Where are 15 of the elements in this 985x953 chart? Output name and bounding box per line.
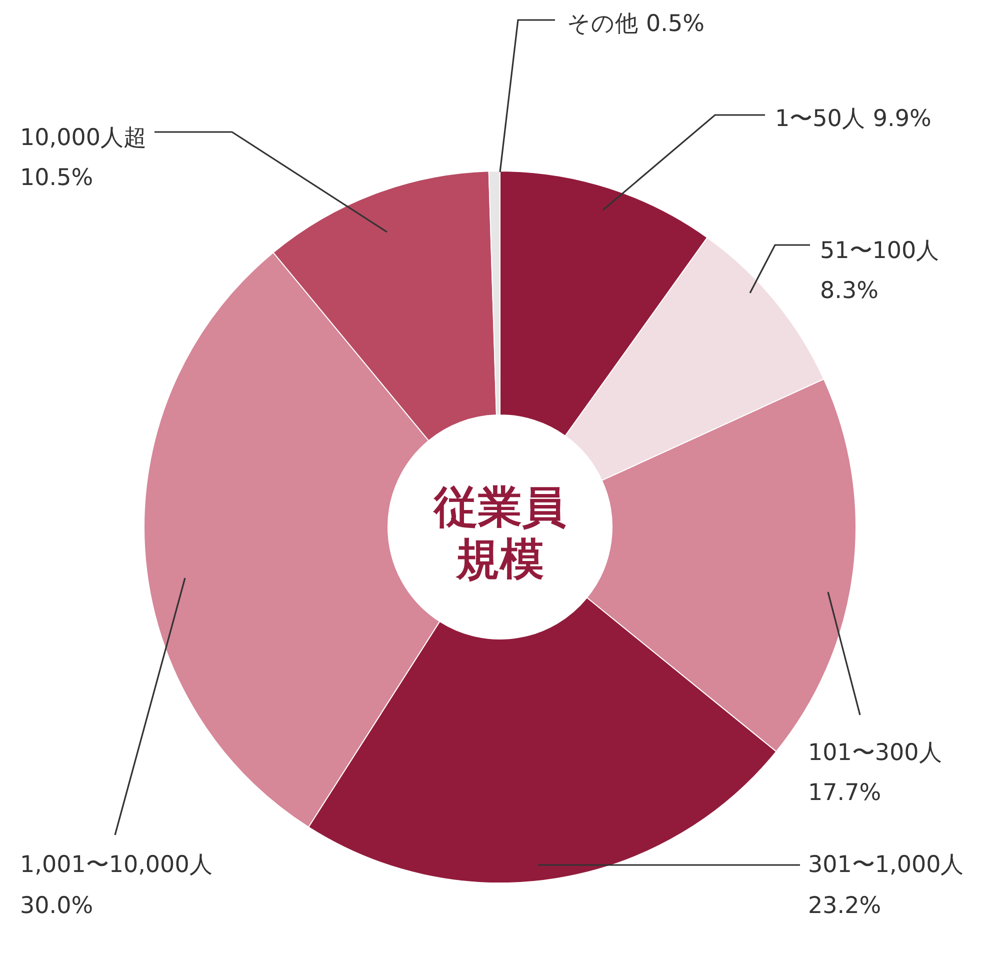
slice-label: その他	[567, 11, 638, 37]
data-label: 23.2%	[808, 893, 882, 919]
data-label: 10.5%	[20, 165, 94, 191]
data-label: 8.3%	[820, 278, 878, 304]
slice-label: 301〜1,000人	[808, 852, 964, 878]
data-label: 30.0%	[20, 893, 94, 919]
data-label: 9.9%	[872, 106, 932, 132]
slice-label: 1,001〜10,000人	[20, 852, 212, 878]
slice-label: 1〜50人	[775, 106, 865, 132]
data-label: 0.5%	[646, 11, 704, 37]
text: 従業員規模	[432, 482, 566, 585]
slice-label: 10,000人超	[20, 125, 146, 151]
data-label: 17.7%	[808, 780, 882, 806]
slice-label: 101〜300人	[808, 740, 942, 766]
slice-label: 51〜100人	[820, 238, 940, 264]
